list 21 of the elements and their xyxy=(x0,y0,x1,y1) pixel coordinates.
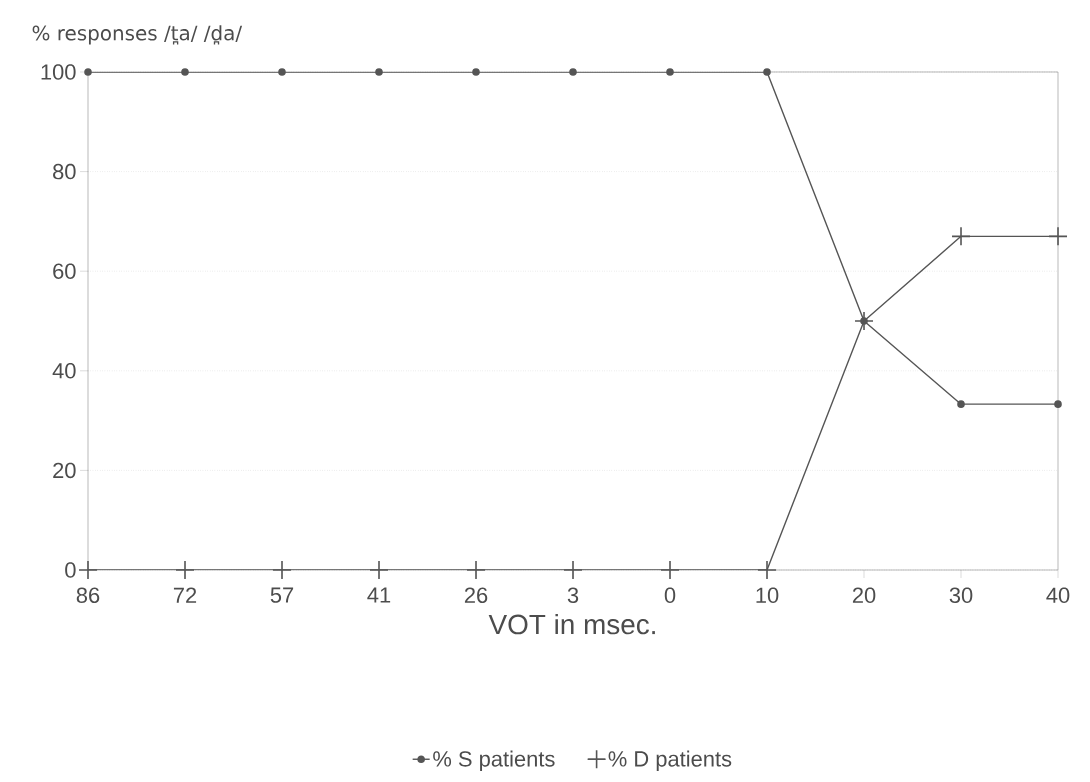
y-tick-label: 60 xyxy=(53,263,76,279)
x-tick-label: 72 xyxy=(173,587,197,603)
x-tick-label: 30 xyxy=(949,587,973,604)
x-tick-label: 20 xyxy=(852,587,876,604)
y-tick-label: 40 xyxy=(52,363,76,379)
y-tick-label: 100 xyxy=(41,64,76,80)
legend-label: % S patients xyxy=(433,750,555,771)
y-tick-label: 80 xyxy=(53,163,76,180)
y-axis-title: % responses /t̪a/ /d̪a/ xyxy=(32,25,243,45)
x-tick-label: 3 xyxy=(567,587,579,604)
x-tick-label: 41 xyxy=(367,587,391,603)
legend-label: % D patients xyxy=(608,750,732,771)
x-tick-label: 57 xyxy=(270,587,294,603)
x-tick-label: 86 xyxy=(76,587,100,604)
x-axis-title: VOT in msec. xyxy=(488,613,655,635)
x-tick-label: 40 xyxy=(1046,587,1070,604)
y-tick-label: 20 xyxy=(53,462,76,479)
x-tick-label: 0 xyxy=(664,587,676,604)
x-tick-label: 10 xyxy=(756,587,779,604)
y-tick-label: 0 xyxy=(65,562,76,578)
x-tick-label: 26 xyxy=(464,587,488,604)
